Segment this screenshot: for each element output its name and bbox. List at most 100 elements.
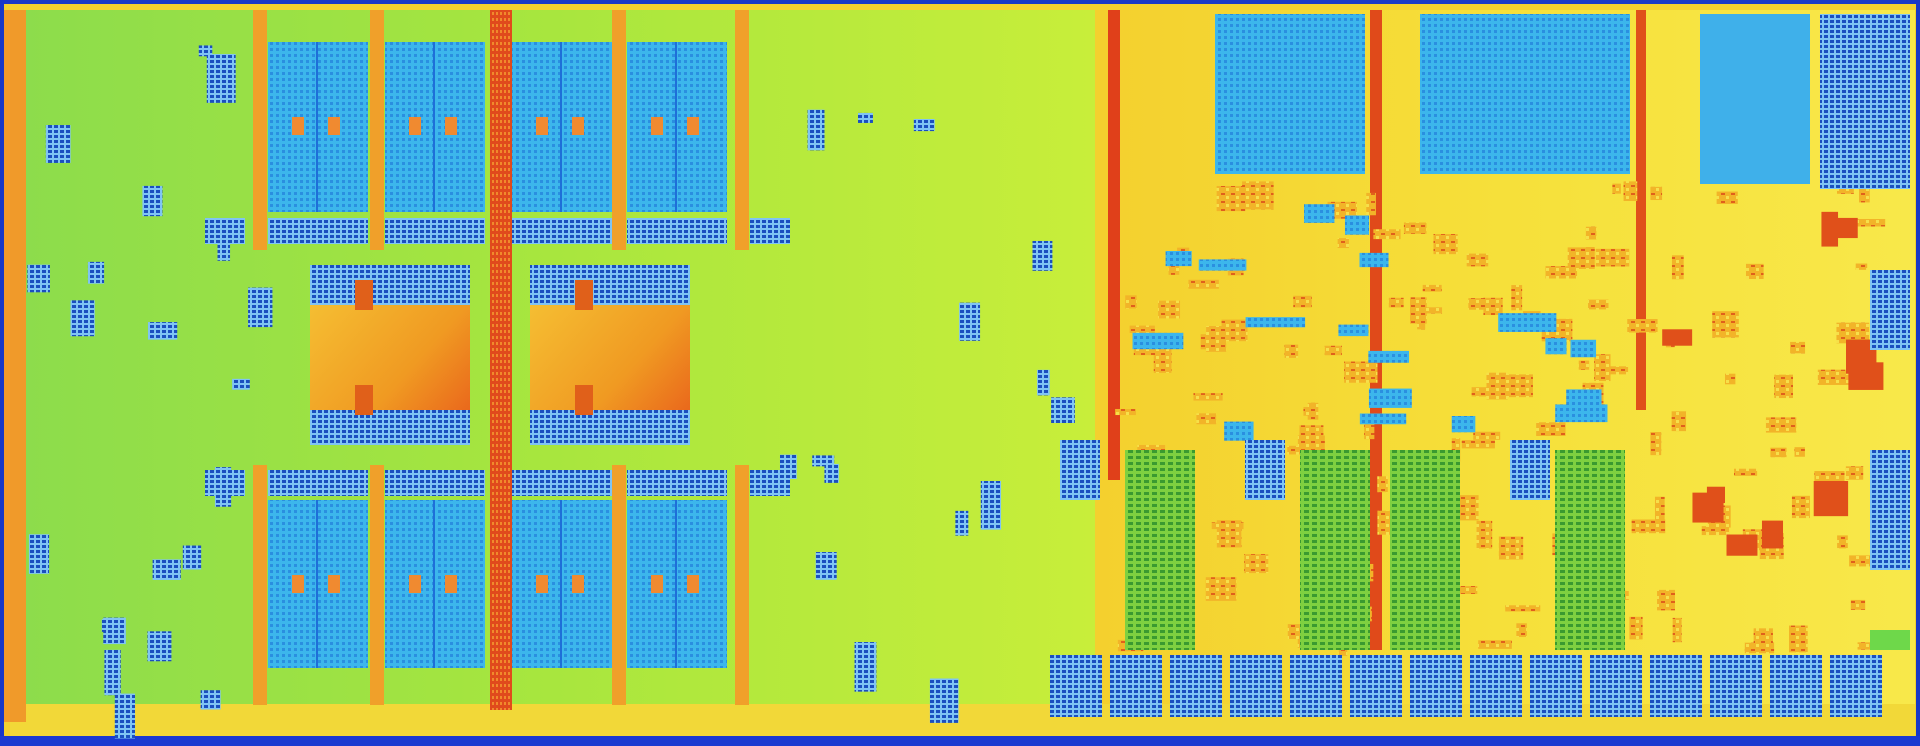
logic-cell bbox=[1850, 599, 1866, 610]
logic-cell bbox=[1857, 642, 1873, 650]
logic-cell bbox=[1471, 387, 1491, 397]
logic-cell bbox=[1216, 520, 1242, 548]
logic-cell bbox=[1293, 295, 1312, 308]
small-block bbox=[824, 463, 839, 483]
logic-cell bbox=[1724, 373, 1736, 385]
small-block bbox=[248, 287, 273, 328]
top-right-sram bbox=[1700, 14, 1810, 184]
logic-cell bbox=[1855, 263, 1868, 270]
logic-sram bbox=[1368, 350, 1410, 363]
logic-cell bbox=[1585, 226, 1597, 240]
orange-strip bbox=[253, 465, 267, 705]
logic-cell bbox=[1629, 616, 1643, 640]
logic-cell bbox=[1794, 447, 1805, 457]
small-block bbox=[854, 642, 877, 692]
tile-divider bbox=[560, 500, 562, 668]
logic-cell bbox=[1451, 438, 1461, 462]
logic-sram bbox=[1224, 421, 1254, 441]
tile-divider bbox=[316, 42, 318, 212]
small-block bbox=[955, 510, 969, 536]
logic-cell bbox=[1701, 526, 1730, 536]
small-block bbox=[857, 112, 873, 123]
small-block bbox=[70, 300, 95, 337]
cache-slice-strips bbox=[253, 10, 749, 705]
logic-cell bbox=[1745, 263, 1764, 280]
logic-sram bbox=[1338, 324, 1369, 337]
core-sram-bands bbox=[310, 265, 690, 445]
logic-cell bbox=[1502, 374, 1533, 398]
logic-cell bbox=[1627, 319, 1658, 333]
tile-divider bbox=[560, 42, 562, 212]
small-block bbox=[929, 678, 959, 723]
core-sram-band bbox=[310, 265, 470, 305]
sram-strip bbox=[512, 218, 612, 244]
small-block bbox=[142, 185, 163, 217]
logic-sram bbox=[1545, 338, 1567, 355]
logic-cell bbox=[1242, 181, 1274, 210]
logic-cell bbox=[1125, 295, 1137, 309]
logic-cell bbox=[1631, 519, 1666, 534]
sram-strip bbox=[268, 218, 368, 244]
logic-cell bbox=[1498, 536, 1524, 560]
tile-divider bbox=[675, 500, 677, 668]
logic-cell bbox=[1836, 322, 1870, 344]
central-bus-left bbox=[490, 10, 512, 710]
small-block bbox=[779, 454, 797, 480]
exec-array bbox=[1125, 450, 1195, 650]
logic-sram bbox=[1555, 404, 1608, 423]
orange-strip bbox=[735, 10, 749, 250]
logic-cell bbox=[1188, 279, 1219, 289]
logic-cell bbox=[1789, 625, 1808, 653]
logic-cell bbox=[1244, 554, 1269, 574]
small-block bbox=[114, 693, 136, 739]
logic-cell bbox=[1596, 366, 1629, 375]
logic-cell bbox=[1338, 649, 1348, 656]
top-cache-band-a bbox=[1215, 14, 1365, 174]
small-block bbox=[232, 378, 250, 390]
tag-block bbox=[292, 575, 304, 593]
logic-cell bbox=[1115, 408, 1136, 416]
logic-cell bbox=[1196, 413, 1217, 425]
logic-cell bbox=[1473, 431, 1501, 440]
logic-cell bbox=[1791, 495, 1810, 519]
logic-cell bbox=[1536, 422, 1566, 436]
exec-array bbox=[1390, 450, 1460, 650]
logic-sram bbox=[1566, 389, 1602, 408]
logic-cell bbox=[1650, 186, 1663, 201]
logic-cell bbox=[1774, 374, 1794, 399]
logic-cell bbox=[1585, 246, 1595, 258]
logic-cell bbox=[1733, 468, 1758, 476]
right-panel-b bbox=[1870, 450, 1910, 570]
tag-block bbox=[292, 117, 304, 135]
logic-cell bbox=[1456, 586, 1478, 594]
tile-divider bbox=[433, 500, 435, 668]
io-block bbox=[1830, 655, 1882, 717]
logic-sram bbox=[1498, 313, 1557, 332]
execution-arrays bbox=[1060, 440, 1625, 650]
hot-cell bbox=[1848, 362, 1884, 390]
logic-cell bbox=[1200, 334, 1212, 350]
logic-cell bbox=[1716, 191, 1738, 204]
logic-sram bbox=[1570, 339, 1597, 358]
hot-cell bbox=[1813, 480, 1849, 517]
tag-block bbox=[409, 117, 421, 135]
logic-cell bbox=[1476, 520, 1493, 549]
io-block bbox=[1410, 655, 1462, 717]
small-block bbox=[812, 455, 835, 467]
logic-cell bbox=[1753, 628, 1773, 646]
logic-cell bbox=[1297, 435, 1325, 454]
io-block bbox=[1710, 655, 1762, 717]
small-block bbox=[87, 261, 105, 284]
core-sram-band bbox=[530, 265, 690, 305]
logic-cell bbox=[1129, 325, 1155, 333]
tag-block bbox=[536, 117, 548, 135]
bus-logic-3 bbox=[1636, 10, 1646, 410]
logic-cell bbox=[1516, 623, 1527, 638]
logic-cell bbox=[1221, 319, 1248, 342]
io-block bbox=[1290, 655, 1342, 717]
small-block bbox=[1051, 397, 1075, 424]
logic-cell bbox=[1206, 325, 1227, 352]
logic-sram bbox=[1198, 259, 1247, 271]
corner-block bbox=[1820, 14, 1910, 189]
